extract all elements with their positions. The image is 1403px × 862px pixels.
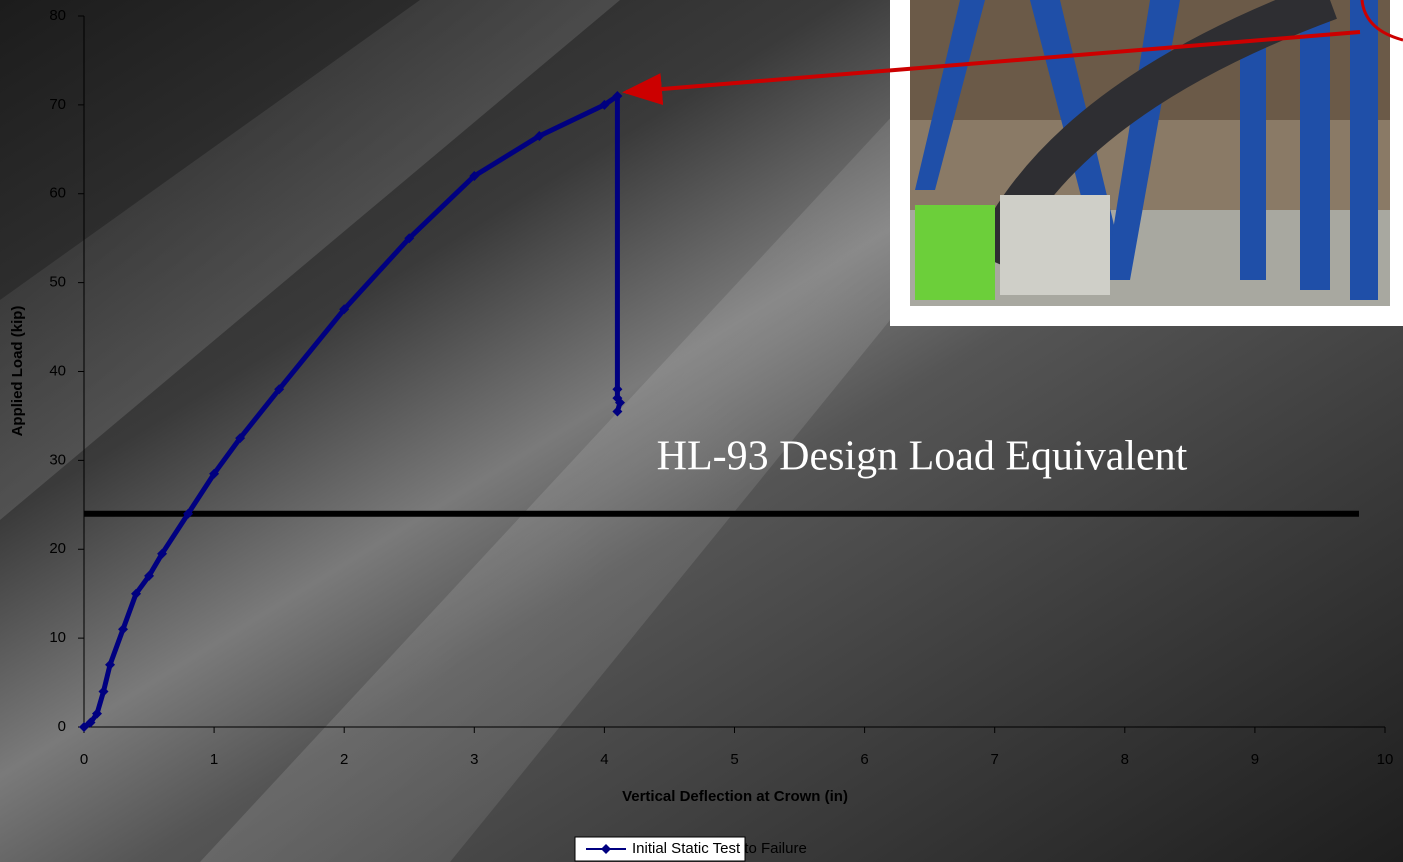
y-tick-label: 20 [49, 540, 66, 557]
x-tick-label: 4 [600, 751, 608, 768]
y-tick-label: 70 [49, 96, 66, 113]
y-tick-label: 30 [49, 451, 66, 468]
y-axis-label: Applied Load (kip) [9, 306, 26, 437]
x-tick-label: 0 [80, 751, 88, 768]
x-tick-label: 2 [340, 751, 348, 768]
y-tick-label: 80 [49, 7, 66, 24]
y-tick-label: 50 [49, 274, 66, 291]
y-tick-label: 10 [49, 629, 66, 646]
x-tick-label: 8 [1121, 751, 1129, 768]
x-tick-label: 10 [1377, 751, 1394, 768]
x-tick-label: 5 [730, 751, 738, 768]
legend-label: Initial Static Test to Failure [632, 840, 807, 857]
reference-label: HL-93 Design Load Equivalent [657, 434, 1188, 480]
chart: Vertical Deflection at Crown (in) Applie… [0, 0, 1403, 862]
x-tick-label: 7 [991, 751, 999, 768]
x-tick-label: 3 [470, 751, 478, 768]
y-tick-label: 0 [58, 718, 66, 735]
y-tick-label: 60 [49, 185, 66, 202]
y-tick-label: 40 [49, 362, 66, 379]
x-axis-label: Vertical Deflection at Crown (in) [622, 788, 848, 805]
x-tick-label: 9 [1251, 751, 1259, 768]
x-tick-label: 6 [860, 751, 868, 768]
x-tick-label: 1 [210, 751, 218, 768]
